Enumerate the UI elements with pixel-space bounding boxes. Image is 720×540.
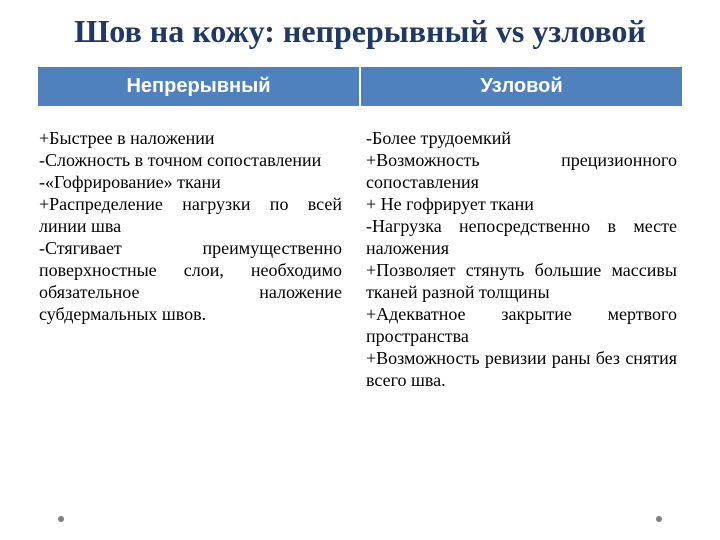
table-header-row: Непрерывный Узловой: [37, 66, 683, 107]
dot-icon: [656, 516, 662, 522]
cell-continuous: +Быстрее в наложении-Сложность в точном …: [37, 107, 360, 391]
dot-icon: [58, 516, 64, 522]
footer-dots: [0, 516, 720, 522]
table-row: +Быстрее в наложении-Сложность в точном …: [37, 107, 683, 391]
col-header-continuous: Непрерывный: [37, 66, 360, 107]
cell-interrupted: -Более трудоемкий+Возможность прецизионн…: [360, 107, 683, 391]
col-header-interrupted: Узловой: [360, 66, 683, 107]
slide: Шов на кожу: непрерывный vs узловой Непр…: [0, 0, 720, 540]
comparison-table: Непрерывный Узловой +Быстрее в наложении…: [36, 65, 684, 391]
slide-title: Шов на кожу: непрерывный vs узловой: [36, 10, 684, 53]
